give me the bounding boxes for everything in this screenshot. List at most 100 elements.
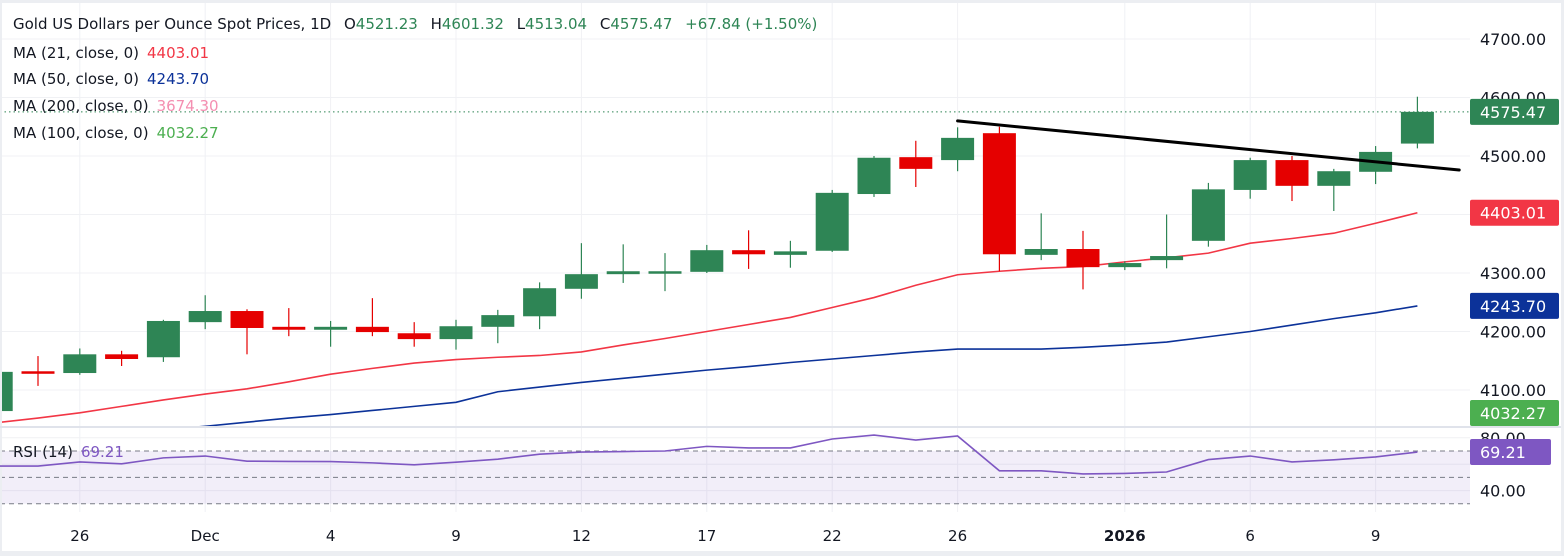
price-tick-label: 4200.00 xyxy=(1480,323,1546,342)
candle-body xyxy=(857,157,891,195)
candle xyxy=(0,371,13,412)
change-value: +67.84 (+1.50%) xyxy=(685,15,818,33)
legend-rsi[interactable]: RSI (14) 69.21 xyxy=(13,443,124,461)
ma50-value: 4243.70 xyxy=(147,70,210,88)
candle xyxy=(355,298,389,337)
candle-body xyxy=(606,271,640,275)
candle-body xyxy=(982,133,1016,255)
candle xyxy=(230,309,264,355)
candle xyxy=(648,253,682,292)
candle xyxy=(1275,156,1309,202)
candle-body xyxy=(732,250,766,255)
candle-body xyxy=(272,326,306,330)
price-badge xyxy=(1470,400,1559,426)
candle xyxy=(188,295,222,330)
candle-body xyxy=(1108,263,1142,268)
legend-ma50[interactable]: MA (50, close, 0) 4243.70 xyxy=(13,70,209,88)
legend-ma200[interactable]: MA (200, close, 0) 3674.30 xyxy=(13,97,219,115)
candle xyxy=(732,230,766,269)
candle xyxy=(941,127,975,172)
candle xyxy=(982,126,1016,272)
low-value: 4513.04 xyxy=(525,15,588,33)
candle-body xyxy=(1066,249,1100,268)
candle xyxy=(1191,182,1225,247)
candle xyxy=(1108,261,1142,271)
candle xyxy=(690,244,724,273)
time-tick-label: 2026 xyxy=(1104,527,1146,545)
candle-body xyxy=(1233,160,1267,190)
symbol-title[interactable]: Gold US Dollars per Ounce Spot Prices, 1… xyxy=(13,15,332,33)
price-tick-label: 4700.00 xyxy=(1480,30,1546,49)
rsi-value: 69.21 xyxy=(80,443,124,461)
legend-ma100[interactable]: MA (100, close, 0) 4032.27 xyxy=(13,124,219,142)
price-badge xyxy=(1470,98,1559,125)
rsi-line xyxy=(0,434,1418,475)
candle-body xyxy=(773,251,807,255)
candle xyxy=(899,140,933,188)
candle xyxy=(314,320,348,347)
candle xyxy=(481,309,515,344)
candle xyxy=(272,308,306,337)
candle xyxy=(1066,230,1100,290)
candle-body xyxy=(899,157,933,169)
rsi-band xyxy=(0,450,1470,505)
candle xyxy=(1400,96,1434,149)
candle xyxy=(105,350,139,367)
price-tick-label: 4300.00 xyxy=(1480,264,1546,283)
time-tick-label: 6 xyxy=(1245,527,1255,545)
candle-body xyxy=(439,326,473,340)
candle-body xyxy=(188,311,222,323)
close-label: C xyxy=(599,15,611,33)
candle xyxy=(1233,157,1267,199)
candle-body xyxy=(146,320,180,358)
candle-body xyxy=(815,192,849,251)
time-tick-label: 12 xyxy=(572,527,591,545)
candle-body xyxy=(1024,249,1058,255)
candle xyxy=(439,319,473,350)
price-tick-label: 4500.00 xyxy=(1480,147,1546,166)
price-badge-text: 4243.70 xyxy=(1480,297,1546,316)
candle-body xyxy=(1150,256,1184,261)
high-value: 4601.32 xyxy=(441,15,504,33)
open-label: O xyxy=(343,15,356,33)
price-badge-text: 4575.47 xyxy=(1480,103,1546,122)
time-tick-label: 4 xyxy=(326,527,336,545)
bottom-border xyxy=(0,551,1564,556)
candle-body xyxy=(523,288,557,317)
rsi-label: RSI (14) xyxy=(13,443,73,461)
candle xyxy=(564,243,598,299)
candle-body xyxy=(0,371,13,412)
candle-body xyxy=(1275,160,1309,186)
candle-body xyxy=(648,271,682,274)
candle-body xyxy=(355,326,389,333)
header-legend: Gold US Dollars per Ounce Spot Prices, 1… xyxy=(13,15,817,33)
ma50-line xyxy=(186,305,1418,427)
candle-body xyxy=(1400,111,1434,144)
candle-body xyxy=(481,315,515,327)
candle xyxy=(857,156,891,197)
rsi-badge xyxy=(1470,439,1551,466)
legend-ma21[interactable]: MA (21, close, 0) 4403.01 xyxy=(13,44,209,62)
left-border xyxy=(0,0,2,556)
candles xyxy=(0,96,1434,412)
time-tick-label: Dec xyxy=(191,527,220,545)
candle-body xyxy=(397,333,431,340)
time-tick-label: 17 xyxy=(697,527,716,545)
candle xyxy=(1024,213,1058,261)
ma21-label: MA (21, close, 0) xyxy=(13,44,140,62)
price-badge-text: 4403.01 xyxy=(1480,204,1546,223)
rsi-tick-label: 40.00 xyxy=(1480,482,1526,501)
candle-body xyxy=(105,354,139,359)
time-tick-label: 26 xyxy=(948,527,967,545)
top-border xyxy=(0,0,1564,3)
ma50-label: MA (50, close, 0) xyxy=(13,70,140,88)
candle-body xyxy=(21,371,55,374)
low-label: L xyxy=(516,15,526,33)
candle-body xyxy=(1191,189,1225,241)
candle-body xyxy=(230,311,264,328)
candle xyxy=(397,322,431,347)
ma100-value: 4032.27 xyxy=(156,124,219,142)
